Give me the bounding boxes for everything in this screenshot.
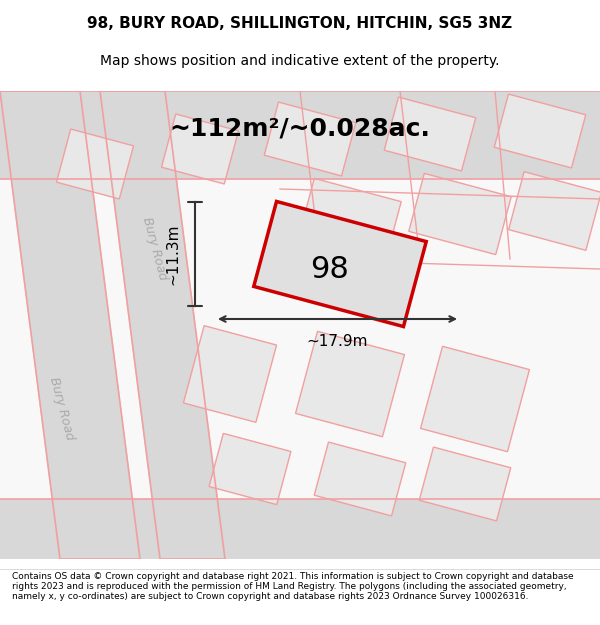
Text: Map shows position and indicative extent of the property.: Map shows position and indicative extent… bbox=[100, 54, 500, 68]
Polygon shape bbox=[409, 173, 511, 254]
Text: 98, BURY ROAD, SHILLINGTON, HITCHIN, SG5 3NZ: 98, BURY ROAD, SHILLINGTON, HITCHIN, SG5… bbox=[88, 16, 512, 31]
Polygon shape bbox=[0, 91, 140, 559]
Polygon shape bbox=[296, 331, 404, 437]
Polygon shape bbox=[421, 346, 529, 452]
Polygon shape bbox=[100, 91, 225, 559]
Polygon shape bbox=[299, 178, 401, 259]
Polygon shape bbox=[184, 326, 277, 422]
Polygon shape bbox=[509, 172, 600, 251]
Polygon shape bbox=[264, 102, 356, 176]
Text: ~11.3m: ~11.3m bbox=[166, 223, 181, 285]
Polygon shape bbox=[254, 201, 426, 326]
Polygon shape bbox=[56, 129, 134, 199]
Polygon shape bbox=[419, 447, 511, 521]
Text: Contains OS data © Crown copyright and database right 2021. This information is : Contains OS data © Crown copyright and d… bbox=[12, 571, 574, 601]
Polygon shape bbox=[384, 97, 476, 171]
Polygon shape bbox=[209, 433, 291, 504]
Text: 98: 98 bbox=[311, 254, 349, 284]
Bar bbox=[0, 499, 600, 559]
Text: Bury Road: Bury Road bbox=[140, 216, 170, 282]
Text: ~112m²/~0.028ac.: ~112m²/~0.028ac. bbox=[170, 117, 430, 141]
Polygon shape bbox=[161, 114, 239, 184]
Polygon shape bbox=[494, 94, 586, 168]
Text: Bury Road: Bury Road bbox=[47, 376, 77, 442]
Text: ~17.9m: ~17.9m bbox=[307, 334, 368, 349]
Polygon shape bbox=[314, 442, 406, 516]
Bar bbox=[0, 91, 600, 179]
